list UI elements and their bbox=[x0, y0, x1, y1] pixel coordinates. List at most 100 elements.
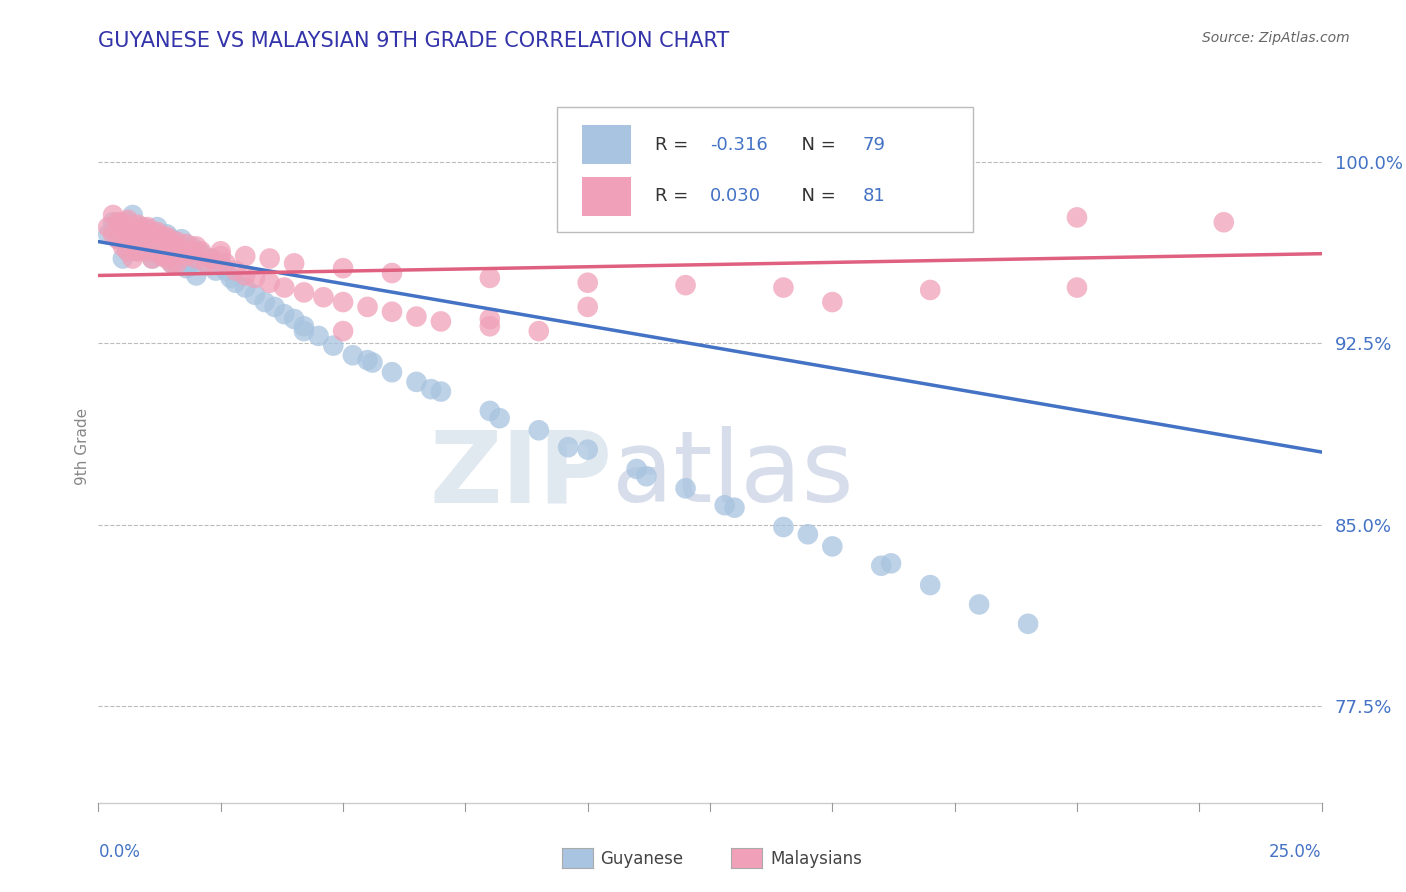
Point bbox=[111, 222, 134, 236]
Point bbox=[127, 218, 149, 232]
Point bbox=[136, 220, 159, 235]
Point bbox=[405, 375, 427, 389]
Text: Malaysians: Malaysians bbox=[770, 850, 862, 868]
Point bbox=[111, 239, 134, 253]
Text: 0.0%: 0.0% bbox=[98, 843, 141, 861]
Point bbox=[259, 252, 281, 266]
Point bbox=[430, 384, 453, 399]
Point bbox=[127, 227, 149, 242]
Point bbox=[488, 411, 510, 425]
Point bbox=[356, 353, 378, 368]
Point bbox=[675, 278, 697, 293]
Point bbox=[146, 227, 169, 242]
Point bbox=[772, 280, 794, 294]
Point bbox=[332, 295, 354, 310]
Point bbox=[1066, 211, 1088, 225]
Point bbox=[797, 527, 820, 541]
Point bbox=[136, 225, 159, 239]
Point bbox=[170, 232, 193, 246]
Point bbox=[675, 481, 697, 495]
Point bbox=[233, 280, 256, 294]
Point bbox=[186, 239, 208, 253]
Point bbox=[332, 261, 354, 276]
Point bbox=[121, 225, 143, 239]
Point bbox=[186, 252, 208, 266]
Point bbox=[117, 215, 139, 229]
Point bbox=[111, 252, 134, 266]
Point bbox=[156, 232, 179, 246]
Point bbox=[101, 208, 124, 222]
Point bbox=[1066, 280, 1088, 294]
Point bbox=[273, 280, 295, 294]
Point bbox=[283, 256, 305, 270]
Point bbox=[136, 244, 159, 259]
Point bbox=[141, 252, 163, 266]
Point bbox=[121, 208, 143, 222]
Y-axis label: 9th Grade: 9th Grade bbox=[75, 408, 90, 484]
FancyBboxPatch shape bbox=[557, 107, 973, 232]
Point bbox=[136, 242, 159, 256]
Point bbox=[117, 244, 139, 259]
Point bbox=[146, 220, 169, 235]
Point bbox=[190, 244, 212, 259]
Point bbox=[186, 252, 208, 266]
Point bbox=[146, 225, 169, 239]
Bar bbox=[582, 125, 630, 164]
Text: -0.316: -0.316 bbox=[710, 136, 768, 153]
Point bbox=[166, 256, 188, 270]
Point bbox=[1212, 215, 1234, 229]
Point bbox=[156, 229, 179, 244]
Point bbox=[170, 256, 193, 270]
Point bbox=[121, 252, 143, 266]
Point bbox=[821, 295, 844, 310]
Point bbox=[107, 215, 129, 229]
Text: ZIP: ZIP bbox=[429, 426, 612, 523]
Point bbox=[176, 261, 198, 276]
Point bbox=[146, 237, 169, 252]
Point bbox=[117, 222, 139, 236]
Point bbox=[101, 227, 124, 242]
Point bbox=[107, 232, 129, 246]
Point bbox=[723, 500, 745, 515]
Point bbox=[117, 244, 139, 259]
Point bbox=[107, 232, 129, 246]
Point bbox=[195, 256, 218, 270]
Point bbox=[176, 249, 198, 263]
Point bbox=[131, 220, 153, 235]
Point bbox=[209, 256, 232, 270]
Point bbox=[150, 249, 173, 263]
Text: N =: N = bbox=[790, 187, 841, 205]
Point bbox=[141, 252, 163, 266]
Point bbox=[97, 220, 120, 235]
Point bbox=[292, 319, 315, 334]
Point bbox=[430, 314, 453, 328]
Point bbox=[209, 249, 232, 263]
Point bbox=[527, 423, 550, 437]
Point bbox=[821, 540, 844, 554]
Text: 81: 81 bbox=[863, 187, 886, 205]
Point bbox=[156, 252, 179, 266]
Point bbox=[166, 235, 188, 249]
Point bbox=[292, 324, 315, 338]
Point bbox=[342, 348, 364, 362]
Point bbox=[322, 338, 344, 352]
Point bbox=[136, 222, 159, 236]
Point bbox=[190, 246, 212, 260]
Point bbox=[101, 215, 124, 229]
Point bbox=[308, 329, 330, 343]
Point bbox=[626, 462, 648, 476]
Point bbox=[160, 256, 183, 270]
Point bbox=[273, 307, 295, 321]
Point bbox=[150, 249, 173, 263]
Point bbox=[200, 252, 222, 266]
Point bbox=[557, 440, 579, 454]
Point bbox=[219, 271, 242, 285]
Point bbox=[233, 249, 256, 263]
Point bbox=[97, 227, 120, 242]
Point bbox=[576, 276, 599, 290]
Text: Guyanese: Guyanese bbox=[600, 850, 683, 868]
Point bbox=[131, 227, 153, 242]
Point bbox=[131, 232, 153, 246]
Text: atlas: atlas bbox=[612, 426, 853, 523]
Point bbox=[146, 244, 169, 259]
